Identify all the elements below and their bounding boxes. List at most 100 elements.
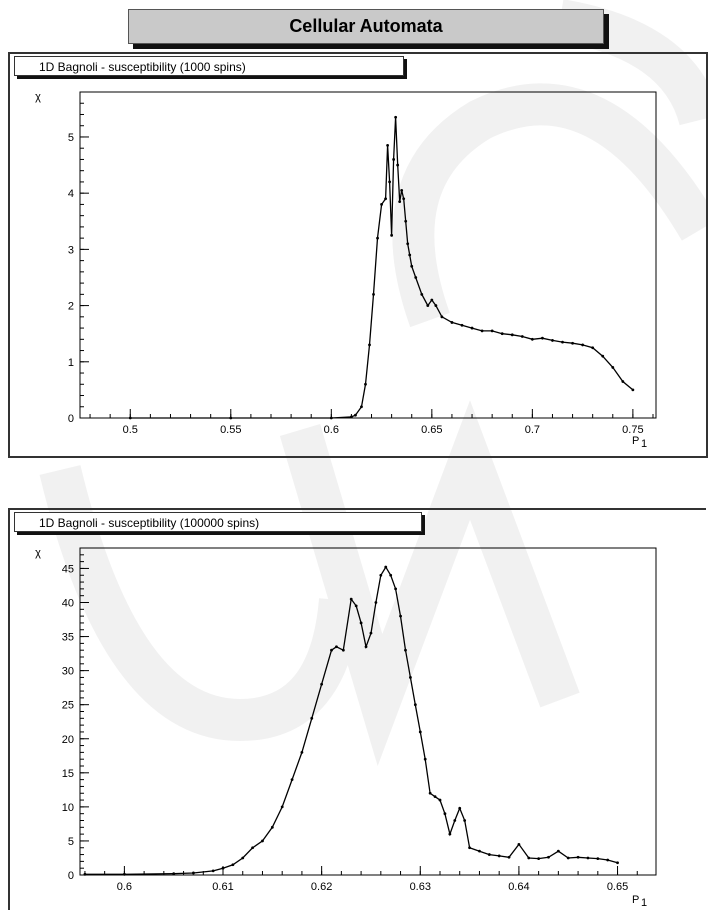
data-point (354, 604, 358, 608)
chart-title-100000-spins: 1D Bagnoli - susceptibility (100000 spin… (14, 512, 422, 532)
data-point (261, 839, 264, 843)
data-point (359, 621, 363, 625)
data-point (320, 682, 324, 686)
data-point (408, 253, 412, 257)
y-tick-label: 0 (68, 870, 74, 882)
data-point (468, 846, 471, 850)
data-point (329, 416, 333, 420)
data-point (606, 858, 610, 862)
data-point (128, 416, 132, 420)
data-point (510, 333, 514, 337)
data-point (576, 855, 580, 859)
data-point (426, 304, 430, 307)
x-tick-label: 0.6 (324, 424, 339, 436)
plot-frame (79, 547, 657, 876)
data-point (520, 335, 524, 338)
data-point (537, 857, 541, 861)
y-tick-label: 3 (68, 244, 74, 256)
y-tick-label: 40 (62, 598, 74, 610)
data-point (231, 863, 235, 867)
data-point (404, 648, 407, 652)
x-tick-label: 0.5 (123, 424, 138, 436)
data-point (388, 180, 392, 184)
data-point (369, 631, 373, 635)
data-point (349, 597, 353, 601)
data-point (551, 339, 554, 342)
data-point (399, 614, 402, 618)
data-point (418, 730, 422, 734)
data-point (487, 853, 491, 856)
series-line (130, 117, 634, 419)
data-point (410, 264, 414, 268)
y-tick-label: 45 (62, 563, 74, 575)
y-tick-label: 25 (62, 700, 74, 712)
data-point (490, 329, 494, 333)
x-tick-label: 0.61 (212, 881, 233, 893)
data-point (500, 332, 504, 336)
data-point (423, 757, 427, 761)
data-point (300, 750, 304, 754)
page-title: Cellular Automata (128, 9, 604, 44)
y-axis-label: χ (35, 91, 41, 103)
data-point (434, 304, 438, 307)
y-tick-label: 35 (62, 632, 74, 644)
data-point (270, 825, 274, 829)
data-point (396, 163, 400, 167)
x-tick-label: 0.64 (508, 881, 529, 893)
data-point (389, 573, 393, 577)
data-point (172, 872, 176, 876)
data-point (497, 854, 501, 858)
data-point (631, 388, 635, 392)
data-point (398, 200, 402, 204)
data-point (379, 573, 383, 577)
data-point (438, 798, 442, 802)
chart-title-1000-spins: 1D Bagnoli - susceptibility (1000 spins) (14, 56, 404, 76)
data-point (310, 716, 314, 720)
data-point (390, 233, 394, 237)
data-point (440, 315, 444, 319)
data-point (406, 242, 410, 246)
data-point (420, 292, 424, 296)
x-axis-label-subscript: 1 (641, 438, 647, 450)
data-point (192, 871, 195, 875)
data-point (290, 778, 294, 782)
data-point (372, 292, 375, 296)
x-axis-label: P (632, 435, 639, 447)
data-point (241, 856, 245, 860)
data-point (507, 855, 511, 859)
x-tick-label: 0.6 (117, 881, 132, 893)
y-tick-label: 1 (68, 357, 74, 369)
data-point (453, 819, 457, 822)
y-axis-label: χ (35, 547, 41, 559)
data-point (251, 846, 255, 850)
data-point (376, 236, 379, 240)
x-axis-label-subscript: 1 (641, 897, 647, 909)
data-point (591, 346, 595, 350)
data-point (360, 405, 363, 409)
y-tick-label: 5 (68, 132, 74, 144)
x-tick-label: 0.55 (220, 424, 241, 436)
data-point (392, 158, 396, 161)
x-tick-label: 0.65 (607, 881, 628, 893)
data-point (384, 565, 388, 569)
data-point (400, 188, 404, 192)
y-tick-label: 0 (68, 413, 74, 425)
data-point (374, 601, 378, 604)
data-point (386, 143, 390, 147)
data-point (460, 323, 464, 327)
y-tick-label: 4 (68, 188, 74, 200)
y-tick-label: 2 (68, 301, 74, 313)
data-point (413, 703, 417, 707)
y-tick-label: 30 (62, 666, 74, 678)
data-point (211, 869, 215, 873)
data-point (566, 856, 570, 860)
chart-1: 0.6 0.61 0.62 0.63 0.64 0.65 0 5 10 15 20 25 30 35 40 4… (35, 547, 657, 909)
data-point (621, 380, 625, 383)
data-point (596, 857, 600, 861)
data-point (341, 648, 345, 652)
data-point (414, 276, 418, 279)
data-point (394, 587, 398, 591)
data-point (402, 197, 406, 201)
x-axis-label: P (632, 894, 639, 906)
